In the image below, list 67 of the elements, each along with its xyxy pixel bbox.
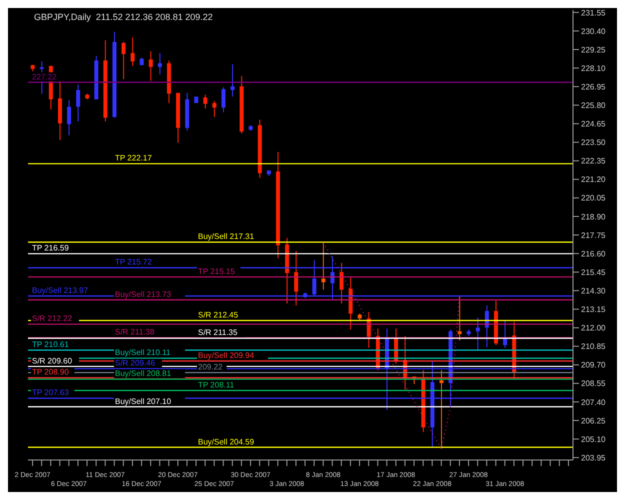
chart-title: GBPJPY,Daily 211.52 212.36 208.81 209.22 <box>34 12 213 22</box>
ref-line-label: Buy/Sell 204.59 <box>198 437 255 446</box>
y-tick-label: 203.95 <box>581 453 606 462</box>
y-tick-label: 217.75 <box>581 230 606 240</box>
y-tick-label: 231.55 <box>581 8 606 18</box>
candlestick <box>294 250 298 306</box>
ref-line-label: TP 208.90 <box>32 368 70 377</box>
line-series <box>322 242 460 450</box>
ref-line-label: TP 207.63 <box>32 388 70 398</box>
candlestick <box>230 64 235 98</box>
y-tick-label: 214.30 <box>581 286 606 296</box>
ref-line-label: TP 215.72 <box>115 258 152 267</box>
candlestick <box>148 50 153 82</box>
y-tick-label: 218.90 <box>581 212 606 222</box>
ref-line-label: Buy/Sell 213.97 <box>32 286 89 295</box>
ref-line-label: Buy/Sell 217.31 <box>198 232 255 242</box>
y-tick-label: 213.15 <box>581 305 606 314</box>
ref-line-label: TP 215.15 <box>198 266 236 276</box>
y-tick-label: 224.65 <box>581 120 606 129</box>
ref-line-label: Buy/Sell 213.73 <box>115 290 172 299</box>
ref-line-label: Buy/Sell 210.11 <box>115 348 171 358</box>
y-tick-label: 210.85 <box>581 342 606 352</box>
candlestick <box>158 52 162 75</box>
y-tick-label: 208.55 <box>581 379 606 388</box>
y-tick-label: 212.00 <box>581 324 606 333</box>
candlestick <box>130 36 135 66</box>
candlestick <box>476 316 480 350</box>
candlestick <box>439 370 444 450</box>
y-tick-label: 209.70 <box>581 360 606 370</box>
ref-line-label: 209.22 <box>198 362 224 372</box>
candlestick <box>321 242 326 290</box>
candlestick <box>221 86 226 113</box>
candlestick <box>67 100 72 136</box>
y-tick-label: 230.40 <box>581 26 606 36</box>
y-tick-label: 207.40 <box>581 398 606 407</box>
ref-line-label: 227.22 <box>32 72 58 82</box>
ref-line-label: TP 210.61 <box>32 340 70 350</box>
ref-line-label: S/R 212.45 <box>198 310 239 320</box>
y-tick-label: 229.25 <box>581 45 606 54</box>
y-tick-label: 225.80 <box>581 101 606 110</box>
ref-line-label: Buy/Sell 207.10 <box>115 396 172 406</box>
ref-line-label: S/R 211.38 <box>115 328 155 337</box>
candlestick <box>458 296 462 341</box>
ref-line-label: S/R 212.22 <box>32 314 73 324</box>
y-tick-label: 205.10 <box>581 434 606 444</box>
candlestick <box>340 262 344 304</box>
ref-line-label: S/R 211.35 <box>198 328 238 338</box>
ref-line-label: S/R 209.60 <box>32 356 73 366</box>
y-tick-label: 216.60 <box>581 249 606 258</box>
ref-line-label: S/R 209.46 <box>115 358 156 368</box>
y-tick-label: 226.95 <box>581 82 606 92</box>
y-tick-label: 221.20 <box>581 175 606 184</box>
y-tick-label: 223.50 <box>581 138 606 148</box>
ref-line-label: TP 216.59 <box>32 244 70 253</box>
candlestick <box>122 41 126 80</box>
y-tick-label: 215.45 <box>581 268 606 277</box>
candlestick <box>76 84 80 122</box>
ref-line-label: Buy/Sell 208.81 <box>115 369 172 378</box>
ref-line-label: TP 208.11 <box>198 380 235 390</box>
candlestick <box>203 94 208 110</box>
y-tick-label: 222.35 <box>581 156 606 166</box>
y-tick-label: 228.10 <box>581 64 606 73</box>
candlestick <box>212 100 216 118</box>
ref-line-label: Buy/Sell 209.94 <box>198 350 255 360</box>
y-tick-label: 206.25 <box>581 416 606 426</box>
ref-line-label: TP 222.17 <box>115 154 152 163</box>
y-tick-label: 220.05 <box>581 194 606 203</box>
